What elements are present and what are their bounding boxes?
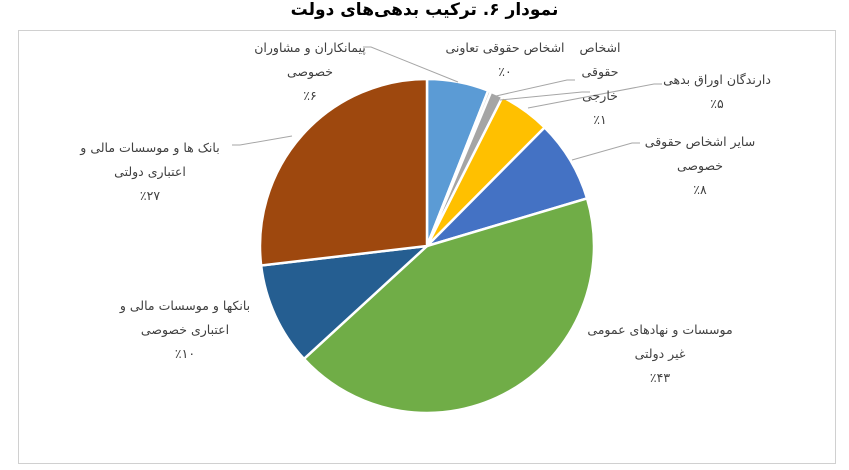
slice-label-2: اشخاص حقوقی خارجی ٪۱ <box>580 36 621 132</box>
slice-label-line: اشخاص حقوقی تعاونی <box>445 40 565 55</box>
slice-label-line: خصوصی <box>286 64 334 79</box>
slice-label-7: بانک ها و موسسات مالی و اعتباری دولتی ٪۲۷ <box>80 136 219 208</box>
slice-label-line: دارندگان اوراق بدهی <box>663 72 771 87</box>
slice-label-line: غیر دولتی <box>634 346 686 361</box>
pie-slice-7 <box>258 77 429 267</box>
slice-label-line: خارجی <box>582 88 618 103</box>
slice-percent-label: ٪۰ <box>498 64 512 79</box>
slice-label-line: خصوصی <box>676 158 724 173</box>
slice-label-line: سایر اشخاص حقوقی <box>644 134 756 149</box>
leader-line-3 <box>527 83 662 109</box>
chart-title: نمودار ۶. ترکیب بدهی‌های دولت <box>290 0 559 20</box>
slice-percent-label: ٪۵ <box>710 96 724 111</box>
pie-slice-6 <box>259 244 431 361</box>
slice-label-5: موسسات و نهادهای عمومی غیر دولتی ٪۴۳ <box>587 318 732 390</box>
leader-line-2 <box>499 91 590 101</box>
slice-label-4: سایر اشخاص حقوقی خصوصی ٪۸ <box>645 130 755 202</box>
chart-frame <box>18 30 836 464</box>
pie-slice-5 <box>302 196 596 415</box>
leader-line-5 <box>232 135 293 146</box>
slice-label-3: دارندگان اوراق بدهی ٪۵ <box>663 68 771 116</box>
leader-line-4 <box>571 142 640 161</box>
slice-label-0: پیمانکاران و مشاوران خصوصی ٪۶ <box>254 36 366 108</box>
slice-label-line: موسسات و نهادهای عمومی <box>587 322 733 337</box>
slice-label-line: اشخاص <box>579 40 621 55</box>
slice-percent-label: ٪۶ <box>303 88 317 103</box>
slice-label-line: اعتباری دولتی <box>114 164 186 179</box>
slice-label-line: اعتباری خصوصی <box>140 322 230 337</box>
slice-percent-label: ٪۱۰ <box>174 346 196 361</box>
slice-label-1: اشخاص حقوقی تعاونی ٪۰ <box>445 36 564 84</box>
slice-label-line: بانکها و موسسات مالی و <box>119 298 251 313</box>
slice-percent-label: ٪۲۷ <box>139 188 161 203</box>
slice-percent-label: ٪۸ <box>693 182 707 197</box>
slice-label-6: بانکها و موسسات مالی و اعتباری خصوصی ٪۱۰ <box>120 294 250 366</box>
slice-label-line: بانک ها و موسسات مالی و <box>80 140 220 155</box>
slice-label-line: حقوقی <box>581 64 619 79</box>
slice-percent-label: ٪۱ <box>593 112 607 127</box>
slice-percent-label: ٪۴۳ <box>649 370 671 385</box>
slice-label-line: پیمانکاران و مشاوران <box>254 40 366 55</box>
leader-line-0 <box>363 46 459 83</box>
leader-line-1 <box>495 79 575 97</box>
